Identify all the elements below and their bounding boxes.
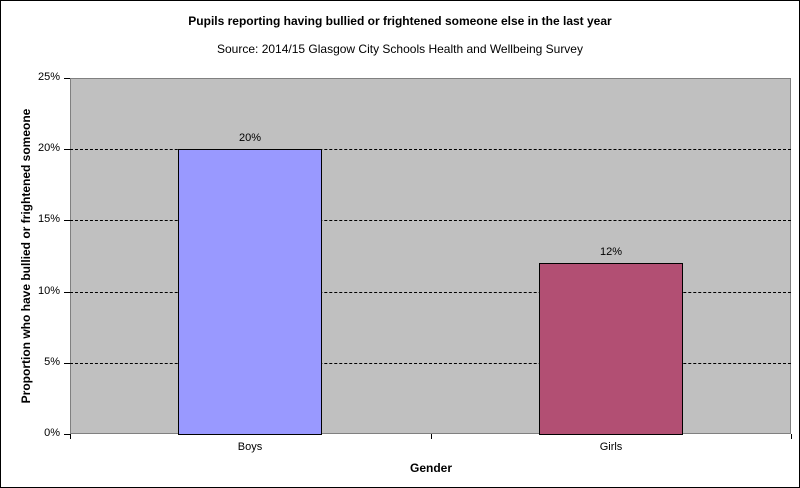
y-tick-label: 5% <box>44 356 60 368</box>
bar-boys <box>178 149 322 435</box>
x-tick-label: Boys <box>237 441 263 453</box>
gridline <box>70 149 791 150</box>
data-label: 20% <box>238 132 262 144</box>
gridline <box>70 292 791 293</box>
bar-girls <box>539 263 683 435</box>
y-tick-label: 10% <box>37 285 60 297</box>
x-tick <box>791 434 792 439</box>
y-tick <box>64 149 70 150</box>
chart-title: Pupils reporting having bullied or frigh… <box>188 14 612 28</box>
data-label: 12% <box>599 246 623 258</box>
y-tick-label: 15% <box>37 213 60 225</box>
x-tick <box>431 434 432 439</box>
y-tick-label: 20% <box>37 142 60 154</box>
y-tick <box>64 434 70 435</box>
y-tick-label: 25% <box>37 71 60 83</box>
gridline <box>70 220 791 221</box>
x-axis-title: Gender <box>409 461 452 475</box>
y-tick <box>64 363 70 364</box>
y-tick-label: 0% <box>44 427 60 439</box>
x-tick <box>70 434 71 439</box>
x-tick-label: Girls <box>599 441 623 453</box>
chart-subtitle: Source: 2014/15 Glasgow City Schools Hea… <box>217 42 583 56</box>
y-tick <box>64 292 70 293</box>
y-tick <box>64 78 70 79</box>
gridline <box>70 363 791 364</box>
y-axis-title: Proportion who have bullied or frightene… <box>19 108 33 404</box>
y-tick <box>64 220 70 221</box>
